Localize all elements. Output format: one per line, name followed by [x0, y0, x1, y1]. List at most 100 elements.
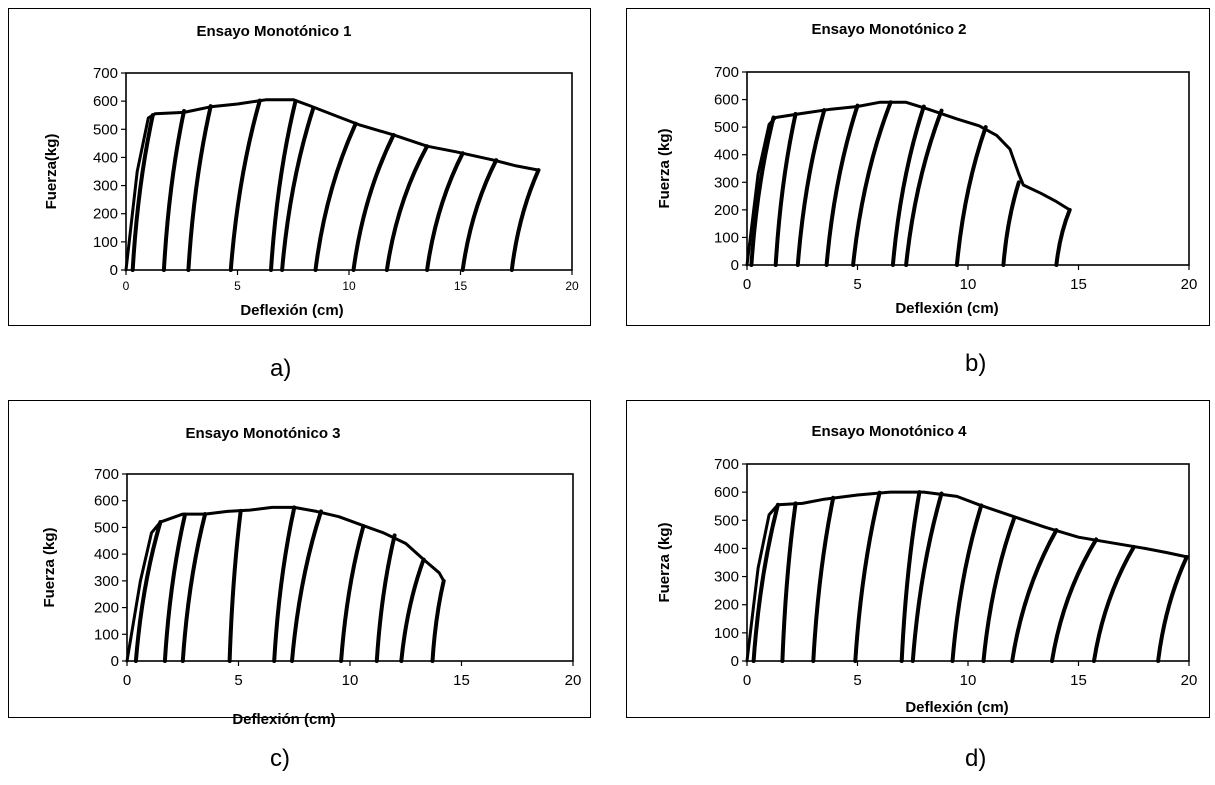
x-tick-label: 0 — [743, 276, 751, 293]
x-tick-label: 5 — [853, 276, 861, 293]
y-tick-label: 600 — [714, 92, 739, 109]
x-tick-label: 20 — [1181, 276, 1198, 293]
unload-branch — [130, 113, 155, 272]
x-tick-label: 20 — [565, 279, 579, 293]
caption-d: d) — [965, 745, 987, 772]
unload-branch — [904, 108, 944, 267]
unload-branch — [374, 533, 397, 663]
y-tick-label: 500 — [714, 119, 739, 136]
x-axis-label: Deflexión (cm) — [895, 300, 998, 317]
chart-title: Ensayo Monotónico 3 — [185, 425, 340, 442]
unload-branch — [269, 99, 298, 272]
y-tick-label: 700 — [714, 64, 739, 81]
unload-branch — [133, 520, 163, 663]
unload-branch — [1050, 537, 1099, 663]
unload-branch — [751, 502, 780, 663]
y-tick-label: 0 — [731, 257, 739, 274]
chart-svg-a: Ensayo Monotónico 1010020030040050060070… — [43, 23, 579, 319]
chart-title: Ensayo Monotónico 1 — [196, 23, 351, 40]
unload-branch — [186, 104, 213, 272]
unload-branch — [228, 98, 262, 272]
chart-panel-a: Ensayo Monotónico 1 0 100 200 300 400 500 600 70… — [8, 8, 591, 326]
y-tick-label: 100 — [94, 626, 119, 643]
y-axis-label: Fuerza (kg) — [41, 527, 58, 607]
y-tick-label: 300 — [93, 178, 118, 195]
unload-branch — [161, 109, 186, 272]
unload-branch — [399, 557, 426, 663]
y-tick-label: 600 — [714, 484, 739, 501]
unload-branch — [227, 508, 243, 663]
x-tick-label: 10 — [960, 276, 977, 293]
y-tick-label: 0 — [111, 653, 119, 670]
unload-branch — [1001, 180, 1021, 267]
x-tick-label: 0 — [123, 672, 131, 689]
unload-branch — [460, 158, 499, 272]
y-tick-label: 500 — [714, 512, 739, 529]
unload-branch — [384, 144, 430, 272]
chart-title: Ensayo Monotónico 4 — [811, 423, 967, 440]
y-tick-label: 700 — [94, 466, 119, 483]
x-tick-label: 5 — [234, 672, 242, 689]
x-tick-label: 15 — [1070, 672, 1087, 689]
caption-c: c) — [270, 745, 290, 772]
unload-branch — [950, 503, 984, 663]
x-tick-label: 0 — [123, 279, 130, 293]
unload-branch — [890, 104, 926, 267]
envelope-curve — [745, 100, 1072, 267]
x-tick-label: 5 — [234, 279, 241, 293]
caption-a: a) — [270, 355, 292, 382]
unload-branch — [981, 515, 1017, 663]
x-tick-label: 15 — [1070, 276, 1087, 293]
chart-svg-c: Ensayo Monotónico 3010020030040050060070… — [41, 425, 582, 728]
x-tick-label: 20 — [565, 672, 582, 689]
x-tick-label: 10 — [960, 672, 977, 689]
unload-branch — [180, 512, 208, 663]
plot-area — [125, 72, 573, 271]
unload-branch — [749, 115, 776, 267]
unload-branch — [509, 168, 541, 272]
y-tick-label: 300 — [714, 174, 739, 191]
unload-branch — [853, 490, 882, 663]
x-tick-label: 15 — [454, 279, 468, 293]
y-tick-label: 0 — [731, 653, 739, 670]
unload-branch — [272, 505, 297, 663]
chart-title: Ensayo Monotónico 2 — [811, 21, 966, 38]
unload-branch — [795, 108, 827, 267]
y-tick-label: 700 — [93, 65, 118, 82]
y-tick-label: 200 — [714, 597, 739, 614]
unload-branch — [425, 151, 465, 272]
unload-branch — [1156, 554, 1189, 663]
y-tick-label: 100 — [714, 229, 739, 246]
y-tick-label: 500 — [94, 519, 119, 536]
chart-panel-c: Ensayo Monotónico 3 0 100 200 300 400 500 600 70… — [8, 400, 591, 728]
x-tick-label: 10 — [342, 672, 359, 689]
chart-svg-d: Ensayo Monotónico 4010020030040050060070… — [656, 423, 1198, 716]
unload-branch — [910, 491, 944, 663]
y-tick-label: 600 — [93, 93, 118, 110]
x-tick-label: 10 — [342, 279, 356, 293]
unload-branch — [773, 111, 798, 267]
unload-branch — [162, 512, 187, 663]
unload-branch — [851, 100, 893, 267]
y-axis-label: Fuerza (kg) — [656, 522, 673, 602]
y-tick-label: 400 — [714, 540, 739, 557]
y-tick-label: 400 — [94, 546, 119, 563]
y-tick-label: 100 — [93, 234, 118, 251]
y-tick-label: 200 — [94, 600, 119, 617]
unload-branch — [313, 121, 358, 272]
unload-branch — [339, 524, 366, 663]
x-tick-label: 5 — [853, 672, 861, 689]
x-axis-label: Deflexión (cm) — [905, 699, 1008, 716]
x-tick-label: 0 — [743, 672, 751, 689]
caption-b: b) — [965, 350, 987, 377]
y-axis-label: Fuerza (kg) — [656, 128, 673, 208]
y-tick-label: 700 — [714, 456, 739, 473]
x-tick-label: 20 — [1181, 672, 1198, 689]
x-axis-label: Deflexión (cm) — [232, 711, 335, 728]
unload-branch — [1010, 528, 1059, 663]
y-tick-label: 100 — [714, 625, 739, 642]
unload-branch — [351, 132, 396, 272]
y-tick-label: 300 — [714, 569, 739, 586]
chart-panel-b: Ensayo Monotónico 2 0 100 200 300 400 500 600 70… — [626, 8, 1210, 326]
unload-branch — [899, 490, 922, 663]
